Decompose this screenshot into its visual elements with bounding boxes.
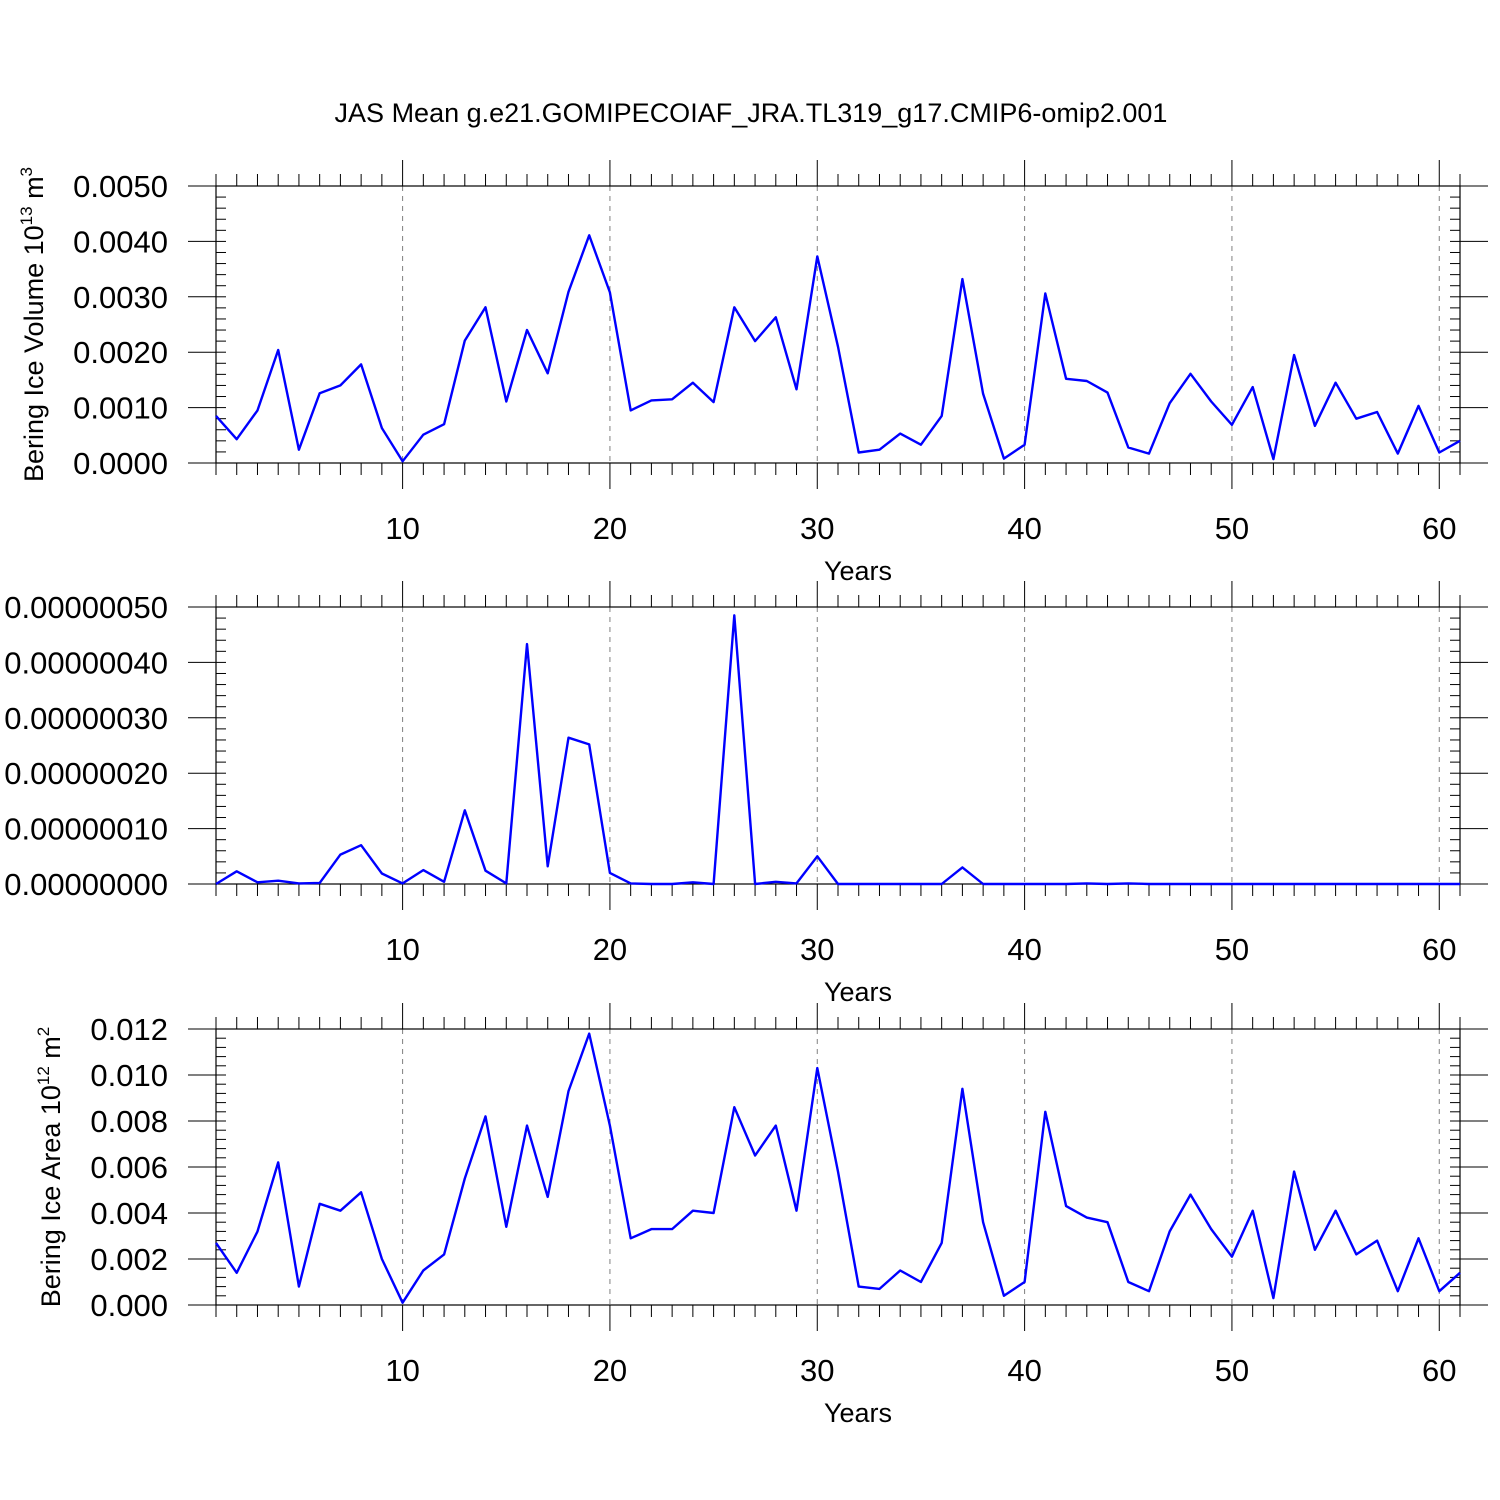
y-axis-label-exponent: 13 xyxy=(17,206,36,225)
x-tick-label: 60 xyxy=(1422,511,1456,546)
y-tick-label: 0.0040 xyxy=(73,224,168,259)
x-tick-label: 50 xyxy=(1215,511,1249,546)
y-axis-label-unit: m xyxy=(19,176,49,206)
y-axis-label-unit-exponent: 2 xyxy=(34,1027,53,1036)
x-tick-label: 40 xyxy=(1007,932,1041,967)
y-tick-label: 0.00000010 xyxy=(4,812,168,847)
y-tick-label: 0.004 xyxy=(90,1196,168,1231)
x-tick-label: 40 xyxy=(1007,511,1041,546)
series-line-1 xyxy=(215,234,1461,463)
x-tick-label: 40 xyxy=(1007,1353,1041,1388)
chart-panel-1: 0.0000 0.0010 0.0020 0.0030 0.0040 0.0050 10 20… xyxy=(17,160,1488,586)
x-axis-label: Years xyxy=(824,1398,892,1428)
x-tick-label: 20 xyxy=(593,511,627,546)
y-tick-label: 0.00000020 xyxy=(4,756,168,791)
x-axis-label: Years xyxy=(824,977,892,1007)
x-tick-label: 10 xyxy=(385,1353,419,1388)
y-tick-label: 0.00000040 xyxy=(4,645,168,680)
x-tick-label: 10 xyxy=(385,511,419,546)
y-axis-label: Bering Ice Area 1012 m2 xyxy=(34,1027,66,1308)
series-line-1 xyxy=(215,614,1460,886)
x-tick-label: 20 xyxy=(593,932,627,967)
x-tick-label: 30 xyxy=(800,511,834,546)
chart-title: JAS Mean g.e21.GOMIPECOIAF_JRA.TL319_g17… xyxy=(335,98,1168,128)
x-tick-label: 50 xyxy=(1215,1353,1249,1388)
y-tick-label: 0.0050 xyxy=(73,169,168,204)
y-tick-label: 0.010 xyxy=(90,1058,168,1093)
y-tick-label: 0.006 xyxy=(90,1150,168,1185)
x-tick-label: 20 xyxy=(593,1353,627,1388)
y-tick-label: 0.000 xyxy=(90,1288,168,1323)
y-tick-label: 0.0000 xyxy=(73,446,168,481)
y-axis-label-exponent: 12 xyxy=(34,1066,53,1085)
y-tick-label: 0.00000000 xyxy=(4,867,168,902)
x-tick-label: 60 xyxy=(1422,1353,1456,1388)
y-tick-label: 0.0030 xyxy=(73,280,168,315)
series-line-1 xyxy=(215,1032,1461,1304)
y-axis-label-unit-exponent: 3 xyxy=(17,167,36,176)
y-tick-label: 0.00000050 xyxy=(4,590,168,625)
y-tick-label: 0.00000030 xyxy=(4,701,168,736)
y-tick-label: 0.002 xyxy=(90,1242,168,1277)
y-axis-label-main: Bering Ice Area 10 xyxy=(36,1085,66,1307)
y-axis-label: Bering Ice Volume 1013 m3 xyxy=(17,167,49,482)
x-tick-label: 30 xyxy=(800,1353,834,1388)
y-tick-label: 0.008 xyxy=(90,1104,168,1139)
y-axis-label-main: Bering Ice Volume 10 xyxy=(19,225,49,482)
y-tick-label: 0.0020 xyxy=(73,335,168,370)
x-tick-label: 10 xyxy=(385,932,419,967)
x-tick-label: 60 xyxy=(1422,932,1456,967)
y-tick-label: 0.0010 xyxy=(73,391,168,426)
y-tick-label: 0.012 xyxy=(90,1012,168,1047)
y-axis-label-unit: m xyxy=(36,1036,66,1066)
x-axis-label: Years xyxy=(824,556,892,586)
chart-panel-3: 0.000 0.002 0.004 0.006 0.008 0.010 0.012 10 20 3… xyxy=(34,1003,1488,1428)
chart-panel-2: 0.00000000 0.00000010 0.00000020 0.00000030… xyxy=(4,581,1488,1007)
x-tick-label: 30 xyxy=(800,932,834,967)
x-tick-label: 50 xyxy=(1215,932,1249,967)
